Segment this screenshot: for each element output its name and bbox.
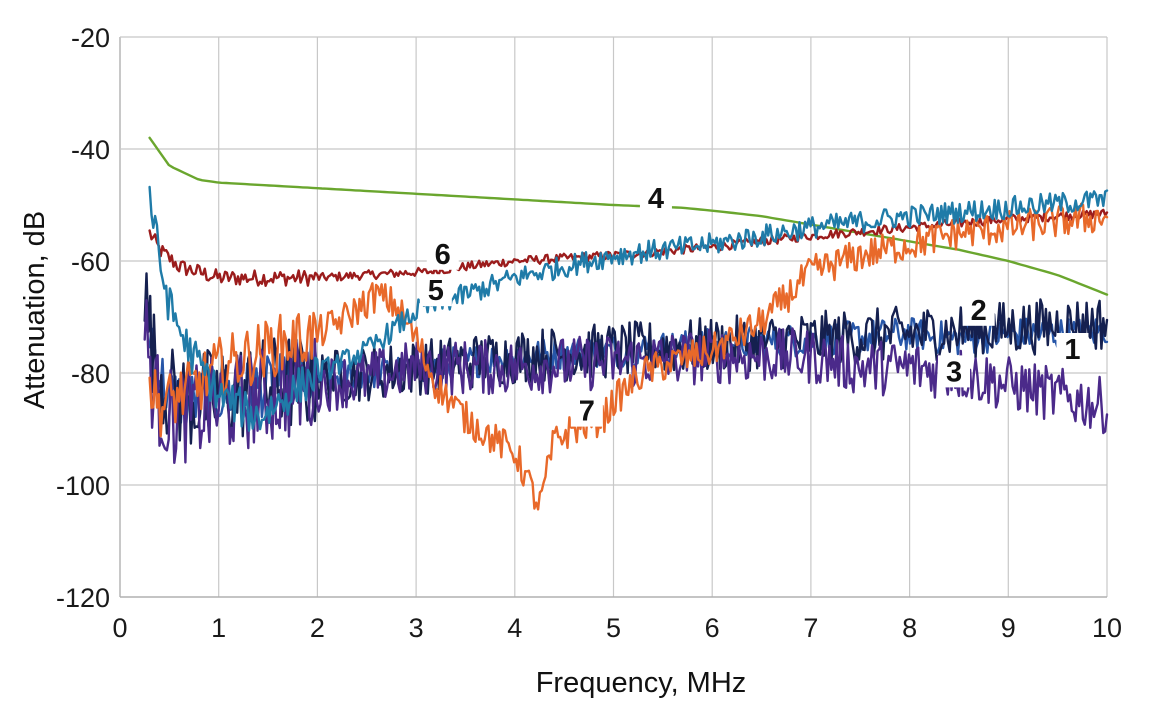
x-tick-labels: 0 1 2 3 4 5 6 7 8 9 10 (112, 613, 1122, 643)
series-label-3: 3 (946, 356, 962, 388)
series-label-1: 1 (1064, 334, 1080, 366)
series-line-6 (148, 208, 1109, 287)
series-label-backdrop (1056, 333, 1089, 365)
series-label-backdrop (639, 181, 672, 214)
series-line-4 (148, 136, 1109, 296)
x-tick-label: 10 (1092, 613, 1122, 643)
y-tick-label: -100 (56, 471, 110, 501)
x-axis-title: Frequency, MHz (536, 667, 747, 699)
y-tick-label: -120 (56, 583, 110, 613)
y-tick-label: -40 (71, 135, 110, 165)
x-tick-label: 4 (507, 613, 522, 643)
y-tick-labels: -20 -40 -60 -80 -100 -120 (56, 23, 110, 613)
y-tick-label: -80 (71, 359, 110, 389)
x-tick-label: 1 (211, 613, 226, 643)
x-tick-label: 7 (803, 613, 818, 643)
x-tick-label: 6 (705, 613, 720, 643)
series-line-7 (148, 202, 1109, 511)
series-line-5 (148, 185, 1109, 432)
series-label-backdrop (419, 274, 452, 307)
series-label-backdrop (938, 355, 971, 388)
series-label-backdrop (962, 293, 995, 326)
y-tick-label: -20 (71, 23, 110, 53)
series-label-6: 6 (435, 239, 451, 271)
x-tick-label: 3 (409, 613, 424, 643)
series-label-5: 5 (428, 275, 444, 307)
series-label-backdrop (570, 394, 603, 427)
x-tick-label: 5 (606, 613, 621, 643)
grid (119, 36, 1108, 598)
x-tick-label: 0 (112, 613, 127, 643)
y-tick-label: -60 (71, 247, 110, 277)
series-label-backdrop (426, 237, 459, 270)
x-tick-label: 2 (310, 613, 325, 643)
series-label-2: 2 (971, 295, 987, 327)
series-label-4: 4 (648, 183, 664, 215)
y-axis-title: Attenuation, dB (19, 211, 51, 409)
series-label-7: 7 (579, 396, 595, 428)
x-tick-label: 9 (1001, 613, 1016, 643)
series-layer (143, 136, 1109, 511)
x-tick-label: 8 (902, 613, 917, 643)
